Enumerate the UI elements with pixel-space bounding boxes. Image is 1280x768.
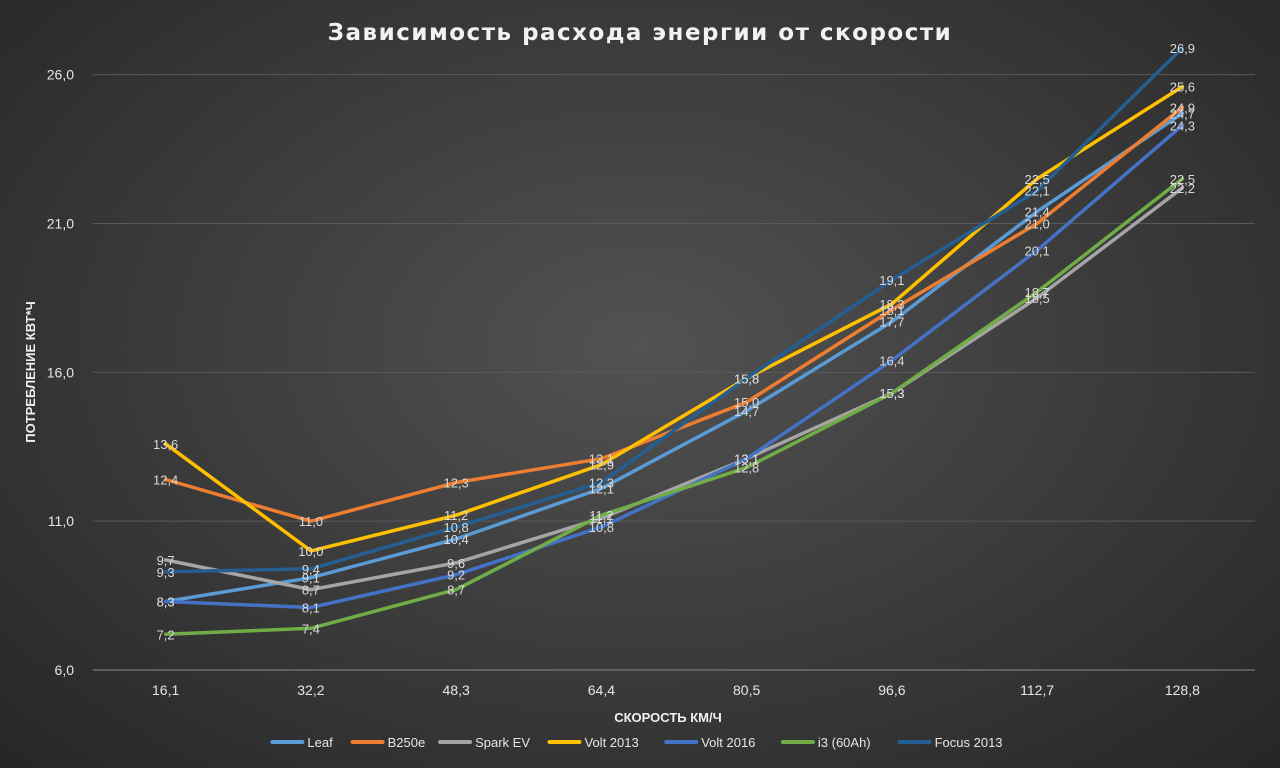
data-label: 22,5 xyxy=(1170,172,1195,187)
x-tick-label: 16,1 xyxy=(152,682,179,698)
data-label: 12,8 xyxy=(734,461,759,476)
data-label: 12,3 xyxy=(443,475,468,490)
data-label: 11,2 xyxy=(589,508,613,523)
series-line xyxy=(163,46,1185,574)
data-label: 12,3 xyxy=(589,475,614,490)
data-label: 12,9 xyxy=(589,458,614,473)
data-label: 13,6 xyxy=(153,437,178,452)
data-label: 12,4 xyxy=(153,472,178,487)
y-tick-label: 16,0 xyxy=(47,364,74,380)
data-label: 11,0 xyxy=(299,514,323,529)
data-label: 16,4 xyxy=(879,353,904,368)
data-label: 9,6 xyxy=(447,556,465,571)
legend-label: Focus 2013 xyxy=(935,735,1003,750)
data-label: 7,2 xyxy=(157,627,175,642)
x-tick-label: 32,2 xyxy=(297,682,324,698)
data-label: 13,1 xyxy=(734,452,759,467)
data-label: 24,3 xyxy=(1170,118,1195,133)
chart-title: Зависимость расхода энергии от скорости xyxy=(328,20,953,46)
data-label: 18,1 xyxy=(879,303,904,318)
y-axis-ticks: 6,0 11,0 16,0 21,0 26,0 xyxy=(47,67,74,678)
y-axis-title: ПОТРЕБЛЕНИЕ КВТ*Ч xyxy=(23,301,38,443)
series-line xyxy=(163,177,1185,637)
legend-label: Leaf xyxy=(307,735,333,750)
data-label: 8,3 xyxy=(157,595,175,610)
data-label: 19,1 xyxy=(879,273,904,288)
data-label: 7,4 xyxy=(302,621,320,636)
series-line xyxy=(163,105,1185,523)
x-axis-ticks: 16,1 32,2 48,3 64,4 80,5 96,6 112,7 128,8 xyxy=(152,682,1200,698)
x-tick-label: 80,5 xyxy=(733,682,760,698)
data-label: 11,2 xyxy=(444,508,468,523)
x-axis-title: СКОРОСТЬ КМ/Ч xyxy=(614,710,722,725)
data-label: 13,1 xyxy=(589,452,614,467)
legend-label: Spark EV xyxy=(475,735,530,750)
data-label: 9,2 xyxy=(447,568,465,583)
y-tick-label: 11,0 xyxy=(48,513,74,529)
data-label: 17,7 xyxy=(879,315,904,330)
y-tick-label: 21,0 xyxy=(47,215,74,231)
data-label: 10,4 xyxy=(443,532,468,547)
y-tick-label: 6,0 xyxy=(55,662,75,678)
legend-label: Volt 2013 xyxy=(585,735,639,750)
data-label: 24,7 xyxy=(1170,106,1195,121)
x-tick-label: 96,6 xyxy=(878,682,905,698)
series-lines xyxy=(163,46,1185,637)
x-tick-label: 48,3 xyxy=(443,682,470,698)
data-label: 18,5 xyxy=(1024,291,1049,306)
data-label: 9,7 xyxy=(157,553,175,568)
series-line xyxy=(163,186,1185,592)
data-label: 18,3 xyxy=(879,297,904,312)
legend: Leaf B250e Spark EV Volt 2013 Volt 2016 i3 (6… xyxy=(270,735,1003,750)
x-tick-label: 64,4 xyxy=(588,682,615,698)
data-label: 10,8 xyxy=(443,520,468,535)
data-label: 10,8 xyxy=(589,520,614,535)
series-line xyxy=(163,111,1185,604)
data-label: 9,3 xyxy=(157,565,175,580)
data-label: 12,1 xyxy=(589,481,614,496)
legend-label: Volt 2016 xyxy=(701,735,755,750)
data-label: 22,5 xyxy=(1024,172,1049,187)
data-label: 24,9 xyxy=(1170,100,1195,115)
data-label: 26,9 xyxy=(1170,41,1195,56)
x-tick-label: 128,8 xyxy=(1165,682,1200,698)
data-label: 22,2 xyxy=(1170,181,1195,196)
series-line xyxy=(163,84,1185,553)
data-label: 8,7 xyxy=(447,583,465,598)
data-label: 15,0 xyxy=(734,395,759,410)
data-label: 8,3 xyxy=(157,595,175,610)
y-tick-label: 26,0 xyxy=(47,67,74,83)
data-label: 8,7 xyxy=(302,583,320,598)
data-label: 21,4 xyxy=(1024,205,1049,220)
data-label: 15,3 xyxy=(879,386,904,401)
data-label: 21,0 xyxy=(1024,216,1049,231)
data-label: 18,7 xyxy=(1024,285,1049,300)
data-label: 25,6 xyxy=(1170,80,1195,95)
gridlines xyxy=(93,74,1255,671)
data-label: 15,8 xyxy=(734,371,759,386)
data-label: 15,3 xyxy=(879,386,904,401)
legend-label: B250e xyxy=(388,735,426,750)
data-labels: 8,3 9,1 10,4 12,1 14,7 17,7 21,4 24,7 12,4 11,0 12… xyxy=(153,41,1195,642)
data-label: 8,1 xyxy=(302,600,320,615)
data-label: 22,1 xyxy=(1024,184,1049,199)
data-label: 13,1 xyxy=(734,452,759,467)
data-label: 15,8 xyxy=(734,371,759,386)
data-label: 9,1 xyxy=(302,571,320,586)
data-label: 9,4 xyxy=(302,562,320,577)
x-tick-label: 112,7 xyxy=(1020,682,1054,698)
data-label: 20,1 xyxy=(1024,243,1049,258)
data-label: 10,0 xyxy=(298,544,323,559)
data-label: 11,1 xyxy=(589,511,613,526)
legend-label: i3 (60Ah) xyxy=(818,735,871,750)
data-label: 14,7 xyxy=(734,404,759,419)
